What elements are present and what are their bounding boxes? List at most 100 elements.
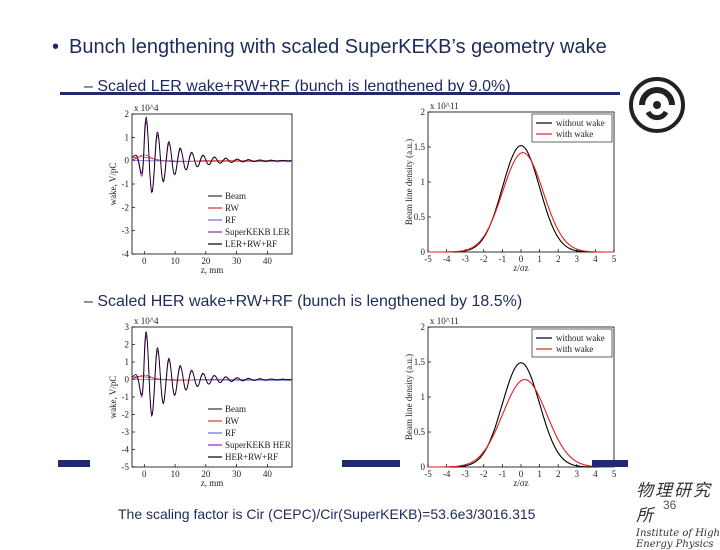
legend-label: SuperKEKB HER xyxy=(225,440,291,450)
y-tick-label: 1.5 xyxy=(414,142,426,152)
legend-box xyxy=(531,113,613,143)
legend-label: HER+RW+RF xyxy=(225,452,278,462)
x-tick-label: 2 xyxy=(556,254,561,264)
y-tick-label: 0 xyxy=(125,375,130,385)
y-tick-label: 0.5 xyxy=(414,212,426,222)
y-tick-label: -2 xyxy=(122,410,130,420)
footer-rule-right xyxy=(592,460,628,467)
x-tick-label: 1 xyxy=(537,254,542,264)
y-tick-label: 0 xyxy=(421,462,426,472)
x-tick-label: 5 xyxy=(612,469,617,479)
x-tick-label: 3 xyxy=(575,469,580,479)
legend-box xyxy=(206,188,290,250)
x-tick-label: 1 xyxy=(537,469,542,479)
legend-label: with wake xyxy=(556,129,593,139)
x-tick-label: -1 xyxy=(499,254,507,264)
x-tick-label: 20 xyxy=(201,469,211,479)
bullet-heading: • Bunch lengthening with scaled SuperKEKB… xyxy=(52,36,607,59)
heading-text: Bunch lengthening with scaled SuperKEKB’… xyxy=(69,36,607,58)
x-tick-label: -5 xyxy=(424,254,432,264)
x-tick-label: 10 xyxy=(171,469,181,479)
x-tick-label: -4 xyxy=(443,469,451,479)
footer-rule-left xyxy=(58,460,90,467)
series-with-wake xyxy=(428,378,614,468)
y-axis-label: wake, V/pC xyxy=(108,376,118,419)
institute-en: Institute of High Energy Physics xyxy=(636,528,720,550)
x-axis-label: z/σz xyxy=(513,478,528,488)
x-tick-label: -5 xyxy=(424,469,432,479)
y-tick-label: 1 xyxy=(125,132,130,142)
institute-cn: 物理研究所 xyxy=(636,481,712,526)
series-total xyxy=(131,115,292,194)
x-tick-label: -2 xyxy=(480,254,488,264)
legend-label: Beam xyxy=(225,191,246,201)
legend-label: Beam xyxy=(225,404,246,414)
x-tick-label: 2 xyxy=(556,469,561,479)
x-tick-label: 30 xyxy=(232,256,242,266)
y-tick-label: 2 xyxy=(125,109,130,119)
series-without-wake xyxy=(428,362,614,468)
x-tick-label: -1 xyxy=(499,469,507,479)
axis-exponent: x 10^11 xyxy=(430,101,459,111)
page-number: 36 xyxy=(663,498,677,512)
series-total xyxy=(131,331,292,418)
x-tick-label: -3 xyxy=(461,254,469,264)
x-tick-label: 0 xyxy=(142,256,147,266)
legend-label: without wake xyxy=(556,118,605,128)
legend-label: RW xyxy=(225,203,240,213)
legend-box xyxy=(531,328,613,358)
legend-label: RW xyxy=(225,416,240,426)
y-axis-label: Beam line density (a.u.) xyxy=(404,139,414,225)
y-tick-label: 1 xyxy=(125,357,130,367)
y-tick-label: 2 xyxy=(421,107,426,117)
y-tick-label: -2 xyxy=(122,202,130,212)
x-axis-label: z, mm xyxy=(201,265,224,275)
y-tick-label: 2 xyxy=(125,340,130,350)
x-tick-label: 4 xyxy=(593,469,598,479)
x-tick-label: -4 xyxy=(443,254,451,264)
subheading-her: – Scaled HER wake+RW+RF (bunch is length… xyxy=(84,293,523,310)
institute-logo-text: 物理研究所 Institute of High Energy Physics xyxy=(636,476,720,550)
x-tick-label: 30 xyxy=(232,469,242,479)
y-tick-label: -1 xyxy=(122,179,130,189)
y-tick-label: -4 xyxy=(122,249,130,259)
bullet-dot: • xyxy=(52,36,60,58)
x-tick-label: 0 xyxy=(142,469,147,479)
y-axis-label: Beam line density (a.u.) xyxy=(404,354,414,440)
y-tick-label: 0.5 xyxy=(414,427,426,437)
x-tick-label: 40 xyxy=(263,469,273,479)
x-tick-label: 0 xyxy=(519,469,524,479)
y-tick-label: -3 xyxy=(122,427,130,437)
y-axis-label: wake, V/pC xyxy=(108,163,118,206)
series-rf xyxy=(132,160,292,163)
legend-label: RF xyxy=(225,428,236,438)
subheading-ler: – Scaled LER wake+RW+RF (bunch is length… xyxy=(84,78,511,95)
x-axis-label: z, mm xyxy=(201,478,224,488)
x-axis-label: z/σz xyxy=(513,263,528,273)
y-tick-label: -5 xyxy=(122,462,130,472)
x-tick-label: 20 xyxy=(201,256,211,266)
y-tick-label: -3 xyxy=(122,226,130,236)
x-tick-label: -2 xyxy=(480,469,488,479)
legend-label: LER+RW+RF xyxy=(225,239,277,249)
y-tick-label: 1 xyxy=(421,177,426,187)
y-tick-label: 3 xyxy=(125,322,130,332)
axis-exponent: x 10^4 xyxy=(134,316,159,326)
legend-box xyxy=(206,401,290,463)
y-tick-label: 2 xyxy=(421,322,426,332)
x-tick-label: -3 xyxy=(461,469,469,479)
x-tick-label: 3 xyxy=(575,254,580,264)
legend-label: with wake xyxy=(556,344,593,354)
legend-label: SuperKEKB LER xyxy=(225,227,290,237)
x-tick-label: 0 xyxy=(519,254,524,264)
legend-label: RF xyxy=(225,215,236,225)
x-tick-label: 4 xyxy=(593,254,598,264)
footer-rule-middle xyxy=(342,460,400,467)
title-rule xyxy=(60,92,620,95)
ihep-logo-icon xyxy=(629,77,685,133)
legend-label: without wake xyxy=(556,333,605,343)
